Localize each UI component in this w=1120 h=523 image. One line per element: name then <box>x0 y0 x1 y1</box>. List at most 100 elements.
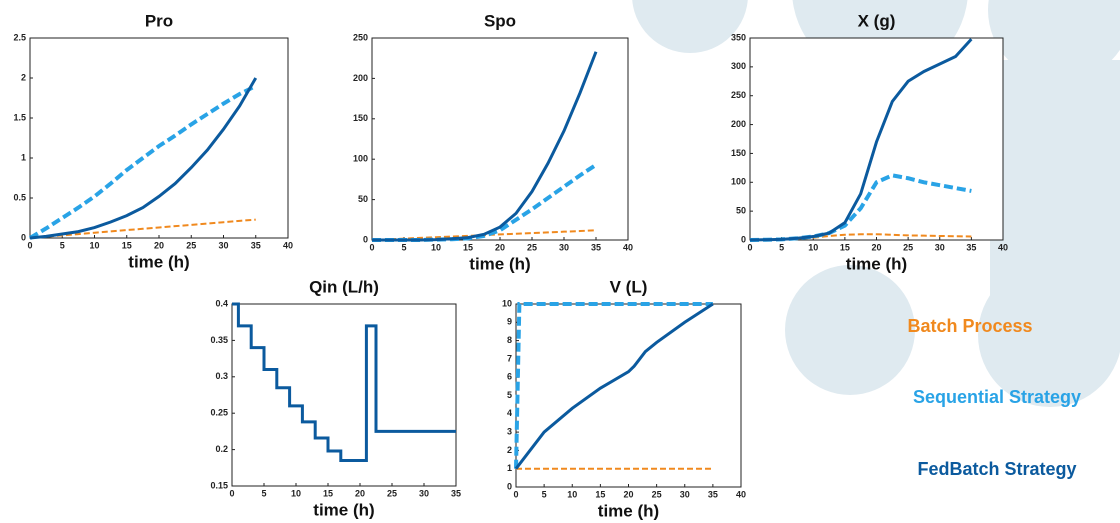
x-axis-label: time (h) <box>313 500 374 519</box>
y-tick-label: 0 <box>507 481 512 491</box>
x-tick-label: 25 <box>387 488 397 498</box>
series-line <box>514 302 714 470</box>
y-tick-label: 0 <box>363 234 368 244</box>
x-tick-label: 25 <box>903 242 913 252</box>
x-tick-label: 0 <box>747 242 752 252</box>
x-tick-label: 35 <box>708 489 718 499</box>
x-tick-label: 20 <box>154 240 164 250</box>
plot-frame <box>29 37 289 239</box>
x-tick-label: 15 <box>463 242 473 252</box>
plot-frame <box>231 303 457 487</box>
series-line <box>749 173 972 242</box>
series-line <box>372 51 598 242</box>
x-tick-label: 35 <box>451 488 461 498</box>
y-tick-label: 1 <box>21 152 26 162</box>
x-tick-label: 40 <box>623 242 633 252</box>
x-axis-label: time (h) <box>598 501 659 520</box>
x-tick-label: 15 <box>122 240 132 250</box>
chart-title: Pro <box>145 11 173 30</box>
chart-title: X (g) <box>858 11 896 30</box>
y-tick-label: 150 <box>353 113 368 123</box>
x-tick-label: 20 <box>871 242 881 252</box>
x-tick-label: 30 <box>218 240 228 250</box>
x-tick-label: 0 <box>229 488 234 498</box>
y-tick-label: 100 <box>353 154 368 164</box>
y-tick-label: 3 <box>507 426 512 436</box>
x-tick-label: 35 <box>251 240 261 250</box>
plot-frame <box>515 303 742 488</box>
series-line <box>749 38 973 242</box>
y-tick-label: 2.5 <box>13 32 26 42</box>
x-tick-label: 5 <box>779 242 784 252</box>
x-tick-label: 10 <box>431 242 441 252</box>
y-tick-label: 2 <box>21 72 26 82</box>
x-tick-label: 40 <box>283 240 293 250</box>
series-line <box>232 302 456 463</box>
x-tick-label: 5 <box>401 242 406 252</box>
y-tick-label: 200 <box>353 73 368 83</box>
x-tick-label: 25 <box>186 240 196 250</box>
y-tick-label: 1 <box>507 463 512 473</box>
series-line <box>29 218 256 239</box>
y-tick-label: 350 <box>731 32 746 42</box>
x-tick-label: 10 <box>291 488 301 498</box>
x-tick-label: 30 <box>935 242 945 252</box>
x-tick-label: 20 <box>495 242 505 252</box>
y-tick-label: 6 <box>507 372 512 382</box>
y-tick-label: 0.4 <box>215 298 228 308</box>
x-tick-label: 20 <box>623 489 633 499</box>
y-tick-label: 50 <box>736 206 746 216</box>
x-axis-label: time (h) <box>846 254 907 273</box>
y-tick-label: 0.5 <box>13 192 26 202</box>
legend-entry: FedBatch Strategy <box>917 459 1076 479</box>
x-tick-label: 25 <box>652 489 662 499</box>
y-tick-label: 7 <box>507 353 512 363</box>
x-tick-label: 15 <box>323 488 333 498</box>
series-line <box>29 77 258 240</box>
x-tick-label: 35 <box>591 242 601 252</box>
y-tick-label: 250 <box>353 32 368 42</box>
x-tick-label: 10 <box>567 489 577 499</box>
x-tick-label: 20 <box>355 488 365 498</box>
y-tick-label: 0.2 <box>215 444 228 454</box>
x-tick-label: 0 <box>513 489 518 499</box>
x-axis-label: time (h) <box>469 254 530 273</box>
y-tick-label: 0.25 <box>210 408 228 418</box>
x-tick-label: 30 <box>419 488 429 498</box>
y-tick-label: 0.35 <box>210 335 228 345</box>
y-tick-label: 1.5 <box>13 112 26 122</box>
y-tick-label: 0.15 <box>210 480 228 490</box>
y-tick-label: 100 <box>731 177 746 187</box>
chart-title: V (L) <box>610 277 648 296</box>
x-tick-label: 5 <box>60 240 65 250</box>
series-line <box>514 302 713 469</box>
y-tick-label: 50 <box>358 194 368 204</box>
y-tick-label: 10 <box>502 298 512 308</box>
y-tick-label: 4 <box>507 408 512 418</box>
x-tick-label: 10 <box>89 240 99 250</box>
y-tick-label: 200 <box>731 119 746 129</box>
x-tick-label: 5 <box>542 489 547 499</box>
x-tick-label: 5 <box>261 488 266 498</box>
y-tick-label: 5 <box>507 390 512 400</box>
y-tick-label: 2 <box>507 445 512 455</box>
y-tick-label: 8 <box>507 335 512 345</box>
y-tick-label: 300 <box>731 61 746 71</box>
x-axis-label: time (h) <box>128 252 189 271</box>
series-line <box>372 163 598 242</box>
legend-entry: Batch Process <box>907 316 1032 336</box>
chart-title: Spo <box>484 11 516 30</box>
x-tick-label: 0 <box>27 240 32 250</box>
plot-frame <box>371 37 629 241</box>
x-tick-label: 0 <box>369 242 374 252</box>
y-tick-label: 150 <box>731 148 746 158</box>
legend-entry: Sequential Strategy <box>913 387 1081 407</box>
x-tick-label: 40 <box>736 489 746 499</box>
y-tick-label: 250 <box>731 90 746 100</box>
y-tick-label: 0 <box>741 234 746 244</box>
y-tick-label: 0.3 <box>215 371 228 381</box>
x-tick-label: 30 <box>559 242 569 252</box>
x-tick-label: 10 <box>808 242 818 252</box>
